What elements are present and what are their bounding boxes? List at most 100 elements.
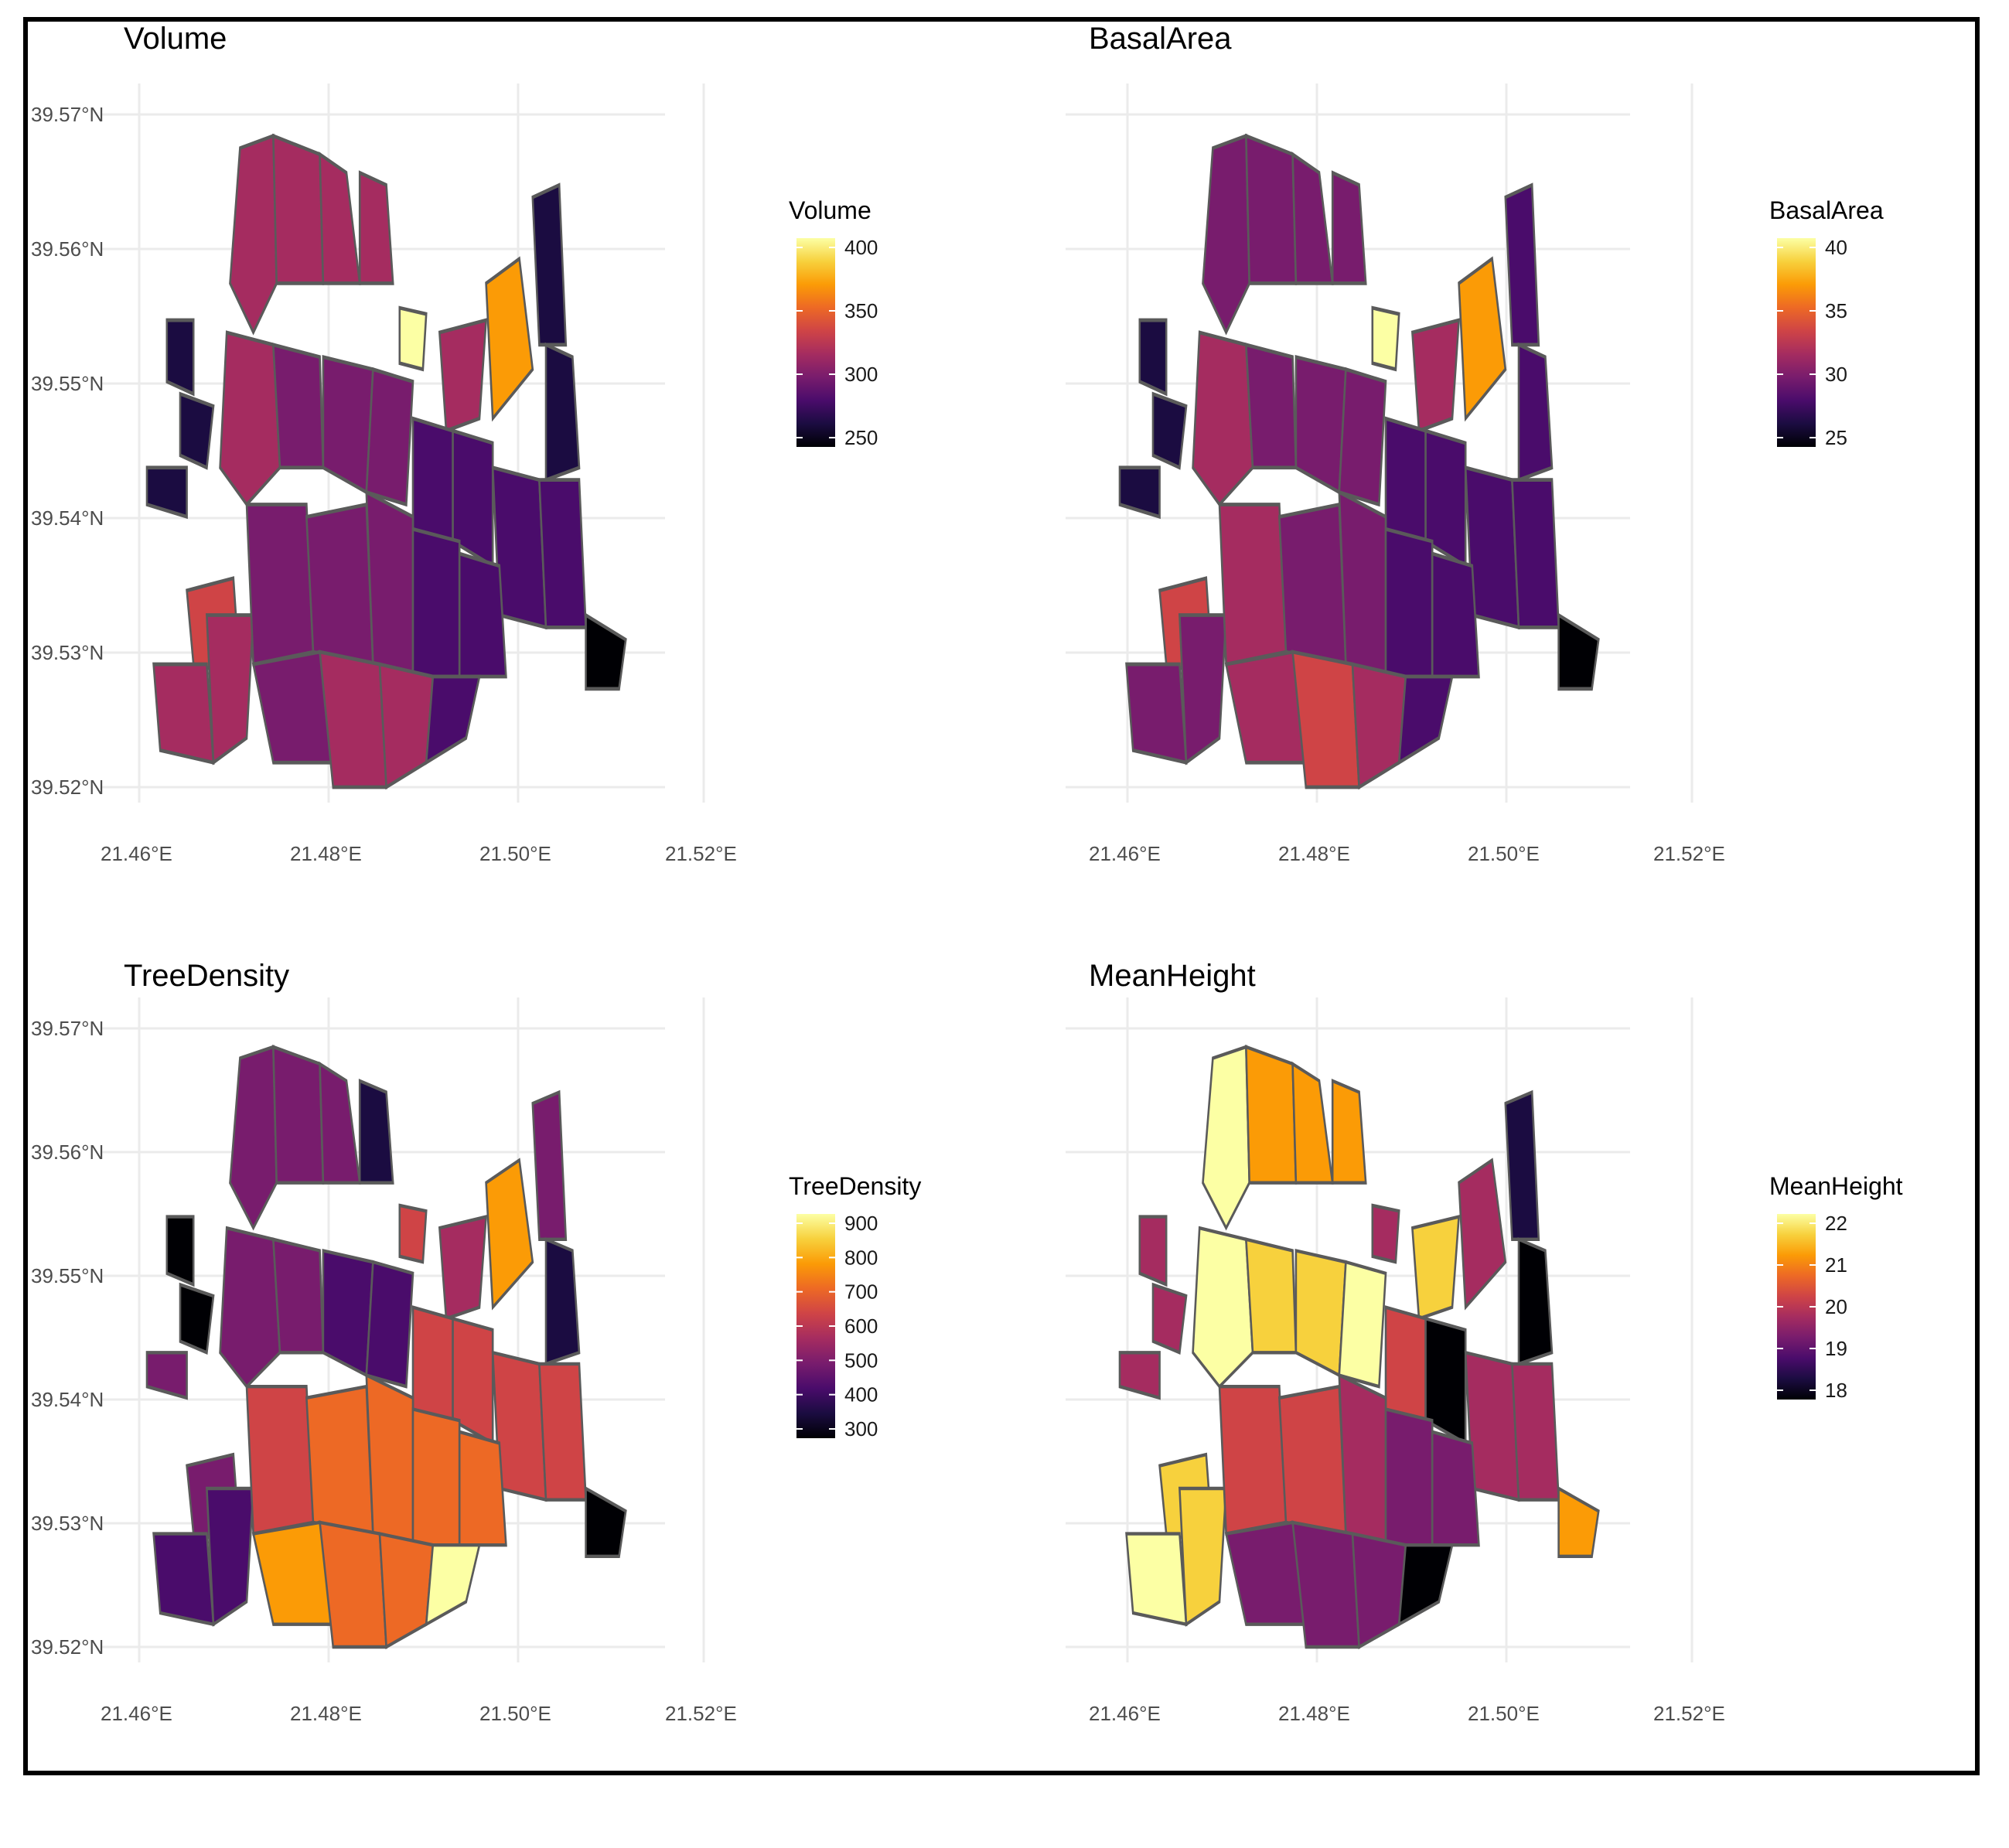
x-tick-label: 21.50°E <box>479 1702 551 1725</box>
map-treedensity: 39.57°N 39.56°N 39.55°N 39.54°N 39.53°N 39.52… <box>31 997 921 1725</box>
legend: BasalArea 40 35 30 25 <box>1769 196 1884 449</box>
forest-stand <box>152 1532 215 1627</box>
forest-stand <box>537 478 588 629</box>
forest-stand <box>319 1061 361 1185</box>
y-tick-label: 39.54°N <box>31 506 104 530</box>
y-tick-label: 39.57°N <box>31 1017 104 1040</box>
forest-stand <box>378 662 435 790</box>
legend-tick-label: 40 <box>1825 236 1847 259</box>
forest-stand <box>145 465 188 520</box>
forest-stand <box>1338 489 1387 679</box>
panel-basalarea: BasalArea 21.46°E 21.48°E 21.50°E 21.52°E Ba… <box>988 22 1970 911</box>
x-tick-label: 21.46°E <box>101 1702 172 1725</box>
y-tick-label: 39.56°N <box>31 1141 104 1164</box>
x-tick-label: 21.52°E <box>1653 1702 1725 1725</box>
forest-stand <box>544 1237 581 1366</box>
panel-title: MeanHeight <box>1089 959 1256 993</box>
forest-stand <box>411 527 461 679</box>
forest-stand <box>1338 1260 1387 1389</box>
forest-stand <box>1138 1215 1168 1287</box>
forest-stand <box>1151 1282 1188 1355</box>
forest-stand <box>1278 1384 1347 1536</box>
legend-tick-label: 500 <box>844 1348 878 1372</box>
legend-title: MeanHeight <box>1769 1172 1903 1200</box>
x-tick-label: 21.48°E <box>1278 1702 1350 1725</box>
forest-stand <box>152 662 215 765</box>
forest-stand <box>1510 478 1560 629</box>
forest-stand <box>1278 502 1347 667</box>
forest-stand <box>245 503 315 667</box>
forest-stand <box>1125 662 1188 765</box>
x-tick-label: 21.52°E <box>665 1702 737 1725</box>
map-meanheight: 21.46°E 21.48°E 21.50°E 21.52°E MeanHeight 22… <box>1066 997 1903 1725</box>
forest-stand <box>485 1158 534 1311</box>
forest-stand <box>319 152 361 285</box>
forest-stand <box>1331 1079 1367 1185</box>
forest-stand <box>544 342 581 482</box>
legend-title: TreeDensity <box>789 1172 921 1200</box>
forest-stand <box>322 1248 374 1378</box>
forest-stand <box>411 1406 461 1547</box>
forest-stand <box>1118 1351 1161 1400</box>
legend-tick-label: 600 <box>844 1314 878 1338</box>
forest-stand <box>1557 612 1600 691</box>
y-tick-label: 39.56°N <box>31 237 104 261</box>
legend-tick-label: 19 <box>1825 1337 1847 1360</box>
forest-stand <box>1125 1532 1188 1627</box>
y-tick-label: 39.52°N <box>31 776 104 799</box>
legend-tick-label: 400 <box>844 1383 878 1406</box>
forest-stand <box>585 1485 627 1559</box>
forest-stand <box>411 416 454 544</box>
forest-stand <box>1291 1061 1334 1185</box>
legend-tick-label: 22 <box>1825 1212 1847 1235</box>
forest-stands <box>1118 133 1600 790</box>
forest-stand <box>1517 1237 1554 1366</box>
legend-tick-label: 18 <box>1825 1379 1847 1402</box>
forest-stand <box>229 1045 278 1231</box>
forest-stand <box>1371 305 1400 372</box>
legend: MeanHeight 22 21 20 19 18 <box>1769 1172 1903 1402</box>
forest-stand <box>1384 1305 1427 1423</box>
forest-stand <box>458 551 507 679</box>
forest-stand <box>1504 1089 1540 1242</box>
legend-tick-label: 30 <box>1825 363 1847 386</box>
forest-stand <box>179 1282 215 1355</box>
forest-stand <box>378 1532 435 1649</box>
forest-stand <box>1371 1203 1400 1264</box>
forest-stand <box>1178 613 1228 765</box>
forest-stand <box>531 182 568 347</box>
forest-stand <box>1118 465 1161 520</box>
x-tick-label: 21.50°E <box>1468 842 1540 865</box>
legend-colorbar <box>1777 1214 1816 1400</box>
legend-tick-label: 21 <box>1825 1253 1847 1277</box>
forest-stand <box>305 1384 374 1536</box>
forest-stand <box>1384 1406 1434 1547</box>
forest-stands <box>145 1045 627 1649</box>
forest-stand <box>1458 1158 1507 1311</box>
x-tick-label: 21.46°E <box>1089 1702 1161 1725</box>
forest-stand <box>1431 1430 1480 1547</box>
forest-stand <box>1294 1248 1347 1378</box>
panel-title: Volume <box>124 22 227 56</box>
forest-stand <box>145 1351 188 1400</box>
forest-stand <box>537 1362 588 1502</box>
x-tick-label: 21.48°E <box>290 1702 362 1725</box>
y-tick-label: 39.55°N <box>31 1264 104 1287</box>
forest-stand <box>458 1430 507 1547</box>
forest-stand <box>1338 367 1387 507</box>
panel-treedensity: TreeDensity 39.57°N 39.56°N 39.55°N 39.54°N… <box>23 959 1005 1848</box>
legend: TreeDensity 900 800 700 600 500 400 300 <box>789 1172 921 1441</box>
forest-stand <box>1244 343 1298 470</box>
forest-stand <box>271 343 325 470</box>
forest-stand <box>1294 355 1347 495</box>
legend-title: BasalArea <box>1769 196 1884 224</box>
x-tick-label: 21.52°E <box>1653 842 1725 865</box>
forest-stand <box>1192 1226 1254 1389</box>
x-tick-label: 21.52°E <box>665 842 737 865</box>
map-volume: 39.57°N 39.56°N 39.55°N 39.54°N 39.53°N 39.52… <box>31 84 878 865</box>
panel-meanheight: MeanHeight 21.46°E 21.48°E 21.50°E 21.52°E M… <box>988 959 1970 1848</box>
x-tick-label: 21.48°E <box>1278 842 1350 865</box>
forest-stand <box>322 355 374 495</box>
panel-title: TreeDensity <box>124 959 290 993</box>
legend: Volume 400 350 300 250 <box>789 196 878 449</box>
